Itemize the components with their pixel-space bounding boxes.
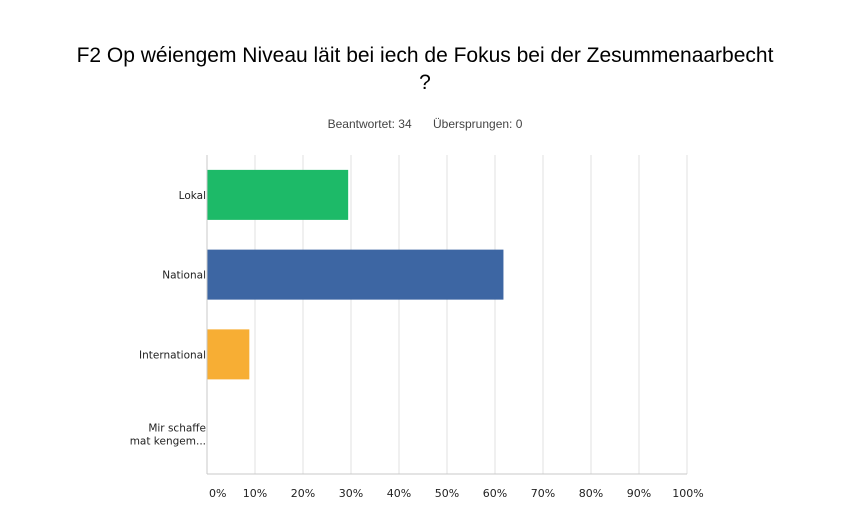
response-stats: Beantwortet: 34 Übersprungen: 0 xyxy=(0,117,850,131)
chart-title-line-1: F2 Op wéiengem Niveau läit bei iech de F… xyxy=(76,44,774,67)
tick-label: 0% xyxy=(209,487,226,500)
tick-label: 10% xyxy=(243,487,267,500)
chart-title-line-2: ? xyxy=(419,71,431,94)
answered-count: Beantwortet: 34 xyxy=(327,117,412,131)
category-label-2: International xyxy=(139,349,206,361)
chart-title: F2 Op wéiengem Niveau läit bei iech de F… xyxy=(0,42,850,96)
bar-2 xyxy=(207,329,250,380)
category-label-3: mat kengem... xyxy=(130,436,206,448)
tick-label: 20% xyxy=(291,487,315,500)
tick-label: 50% xyxy=(435,487,459,500)
category-label-3: Mir schaffe xyxy=(148,423,206,435)
tick-label: 30% xyxy=(339,487,363,500)
tick-label: 60% xyxy=(483,487,507,500)
tick-label: 70% xyxy=(531,487,555,500)
tick-label: 90% xyxy=(627,487,651,500)
bar-0 xyxy=(207,169,349,220)
tick-label: 40% xyxy=(387,487,411,500)
tick-label: 80% xyxy=(579,487,603,500)
category-label-1: National xyxy=(162,270,206,282)
tick-label: 100% xyxy=(672,487,703,500)
skipped-count: Übersprungen: 0 xyxy=(433,117,523,131)
category-label-0: Lokal xyxy=(179,190,206,202)
bar-1 xyxy=(207,249,504,300)
